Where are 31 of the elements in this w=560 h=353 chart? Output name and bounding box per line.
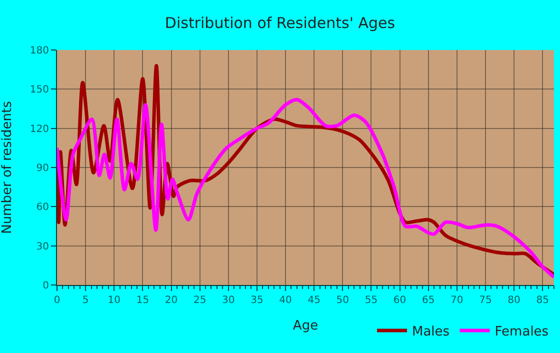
x-tick-label: 5 — [82, 295, 89, 306]
y-tick-label: 180 — [30, 46, 49, 56]
x-tick-label: 45 — [308, 295, 320, 306]
x-axis-title: Age — [292, 318, 318, 334]
chart-title: Distribution of Residents' Ages — [164, 14, 396, 32]
x-tick-label: 85 — [536, 295, 549, 306]
x-tick-label: 50 — [336, 295, 349, 306]
y-tick-label: 150 — [30, 84, 49, 96]
x-tick-label: 35 — [250, 295, 264, 306]
y-tick-label: 30 — [36, 241, 49, 252]
x-tick-label: 55 — [364, 295, 378, 306]
y-tick-label: 60 — [36, 202, 49, 214]
x-tick-label: 75 — [479, 295, 492, 306]
y-tick-label: 0 — [42, 280, 49, 292]
x-tick-label: 25 — [193, 295, 206, 306]
x-tick-label: 0 — [54, 295, 60, 306]
x-tick-label: 20 — [164, 295, 178, 306]
x-tick-label: 80 — [508, 295, 520, 306]
x-tick-label: 65 — [422, 295, 435, 306]
x-tick-label: 60 — [393, 295, 406, 306]
y-tick-label: 90 — [36, 163, 49, 174]
x-tick-label: 15 — [136, 295, 150, 306]
x-tick-label: 10 — [108, 295, 120, 306]
line-series — [57, 98, 554, 279]
x-tick-label: 30 — [222, 295, 235, 306]
legend-label: Males — [412, 324, 450, 340]
x-tick-label: 40 — [279, 295, 292, 306]
legend-label: Females — [494, 324, 549, 340]
x-tick-label: 70 — [450, 295, 464, 306]
y-tick-label: 120 — [30, 124, 49, 135]
y-axis-title: Number of residents — [0, 100, 15, 234]
